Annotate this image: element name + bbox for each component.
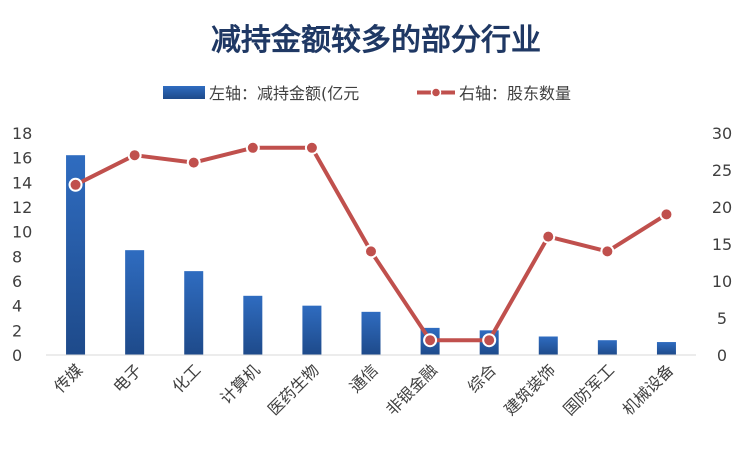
legend-bar-label: 左轴：减持金额(亿元 xyxy=(209,84,359,103)
left-axis-tick-label: 6 xyxy=(12,272,22,291)
category-label: 电子 xyxy=(109,360,145,396)
bar xyxy=(361,311,381,355)
left-axis-tick-label: 10 xyxy=(12,223,32,242)
left-axis: 0 2 4 6 8 10 12 14 16 18 xyxy=(12,124,32,365)
right-axis-tick-label: 0 xyxy=(717,346,727,365)
category-label: 化工 xyxy=(168,360,204,396)
series-line xyxy=(74,145,668,343)
bar xyxy=(125,250,145,355)
left-axis-tick-label: 2 xyxy=(12,321,22,340)
line-point xyxy=(364,244,378,259)
category-label: 国防军工 xyxy=(559,360,618,419)
bar xyxy=(538,336,558,355)
right-axis: 0 5 10 15 20 25 30 xyxy=(712,124,732,365)
left-axis-tick-label: 14 xyxy=(12,173,32,192)
bar xyxy=(66,155,86,355)
bar xyxy=(656,342,676,355)
right-axis-tick-label: 15 xyxy=(712,235,732,254)
left-axis-tick-label: 0 xyxy=(12,346,22,365)
category-label: 建筑装饰 xyxy=(500,360,559,419)
line-point xyxy=(68,177,83,192)
left-axis-tick-label: 16 xyxy=(12,149,32,168)
line-point xyxy=(245,140,260,155)
line-point xyxy=(304,140,319,155)
legend-bar-swatch xyxy=(163,86,205,99)
line-point xyxy=(186,155,201,170)
category-label: 医药生物 xyxy=(264,360,323,419)
line-series xyxy=(68,140,674,348)
right-axis-tick-label: 25 xyxy=(712,161,732,180)
category-label: 综合 xyxy=(464,360,500,396)
line-point xyxy=(423,333,438,348)
line-point xyxy=(659,207,674,222)
left-axis-tick-label: 4 xyxy=(12,297,22,316)
category-label: 传媒 xyxy=(50,360,86,396)
category-label: 通信 xyxy=(346,360,382,396)
line-point xyxy=(127,148,142,163)
right-axis-tick-label: 5 xyxy=(717,309,727,328)
bar xyxy=(184,271,204,355)
chart-title: 减持金额较多的部分行业 xyxy=(211,23,541,58)
right-axis-tick-label: 20 xyxy=(712,198,732,217)
category-label: 机械设备 xyxy=(619,360,678,419)
line-point xyxy=(541,229,556,244)
bar xyxy=(243,295,263,355)
line-point xyxy=(600,244,615,259)
bar xyxy=(597,340,617,355)
left-axis-tick-label: 12 xyxy=(12,198,32,217)
left-axis-tick-label: 18 xyxy=(12,124,32,143)
line-point xyxy=(482,333,497,348)
legend-line-label: 右轴：股东数量 xyxy=(459,84,571,103)
right-axis-tick-label: 10 xyxy=(712,272,732,291)
legend-line-marker xyxy=(430,87,442,98)
bar xyxy=(302,305,322,355)
category-label: 计算机 xyxy=(216,360,263,407)
category-label: 非银金融 xyxy=(382,360,441,419)
left-axis-tick-label: 8 xyxy=(12,247,22,266)
category-labels: 传媒 电子 化工 计算机 医药生物 通信 非银金融 综合 建筑装饰 国防军工 机械设备 xyxy=(50,360,677,419)
legend: 左轴：减持金额(亿元 右轴：股东数量 xyxy=(163,84,571,103)
right-axis-tick-label: 30 xyxy=(712,124,732,143)
